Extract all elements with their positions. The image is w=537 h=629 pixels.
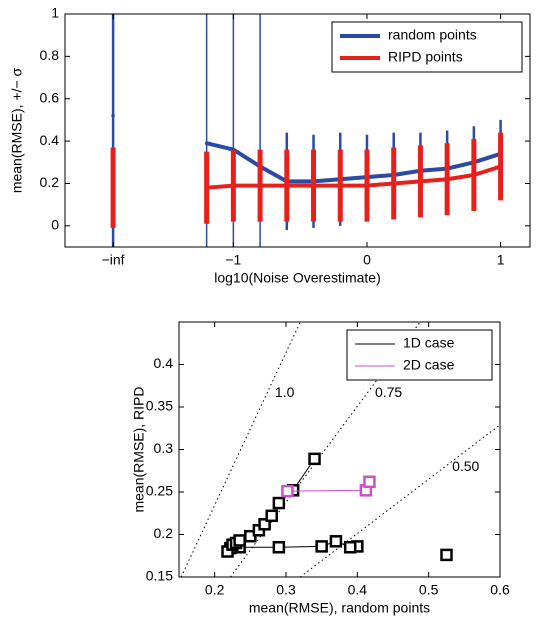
reference-label: 0.75 [375,384,402,400]
point [231,183,236,188]
point [204,141,209,146]
x-tick-label: 1 [497,252,505,268]
point [265,509,278,523]
y-tick-label: 0.8 [40,47,60,63]
point [272,541,286,554]
point [308,452,321,466]
x-tick-label: 0.4 [348,582,368,598]
x-tick-label: −1 [225,252,241,268]
y-tick-label: 0.4 [40,132,60,148]
y-axis-label: mean(RMSE), RIPD [131,386,147,512]
legend-label: 1D case [403,335,455,351]
point [472,173,476,177]
axes-frame [64,13,531,248]
y-tick-label: 0.6 [40,89,60,105]
point [418,179,423,184]
x-tick-label: 0.3 [276,582,296,598]
point [365,183,369,188]
x-tick-label: 0.6 [490,582,510,598]
legend-box [346,329,493,381]
legend-label: random points [388,27,477,43]
series-line [206,141,502,184]
point [338,183,343,188]
point [440,548,453,562]
x-tick-label: −inf [102,252,125,268]
point [272,496,286,510]
point [363,475,376,489]
reference-label: 0.50 [452,458,479,474]
y-tick-label: 0.2 [40,174,60,190]
legend-label: 2D case [403,357,455,373]
reference-line [229,322,421,577]
y-axis-label: mean(RMSE), +/− σ [9,67,25,193]
y-tick-label: 0.15 [146,568,173,584]
point [343,541,357,554]
x-tick-label: 0.2 [205,582,225,598]
y-tick-label: 0.35 [146,398,173,414]
point [258,183,262,188]
x-axis-label: log10(Noise Overestimate) [214,270,381,286]
point [315,540,328,553]
series-line [206,164,502,190]
y-tick-label: 0.2 [154,525,174,541]
point [498,164,503,169]
point [285,183,289,188]
point [329,535,343,548]
y-tick-label: 1 [51,5,59,21]
x-axis-label: mean(RMSE), random points [249,600,430,616]
point [111,185,115,190]
y-tick-label: 0 [51,217,59,233]
y-tick-label: 0.4 [154,355,174,371]
x-tick-label: 0 [363,252,371,268]
reference-line [180,322,301,577]
x-tick-label: 0.5 [419,582,439,598]
point [445,177,449,182]
point [281,484,294,498]
point [233,534,246,547]
point [311,183,316,188]
point [258,518,271,531]
point [204,185,209,190]
reference-label: 1.0 [275,384,295,400]
point [391,181,396,186]
y-tick-label: 0.3 [154,440,174,456]
point [111,113,115,118]
y-tick-label: 0.25 [146,483,173,499]
reference-line [299,424,500,577]
legend-label: RIPD points [388,49,463,65]
legend-box [331,21,523,73]
axes-frame [178,321,501,578]
